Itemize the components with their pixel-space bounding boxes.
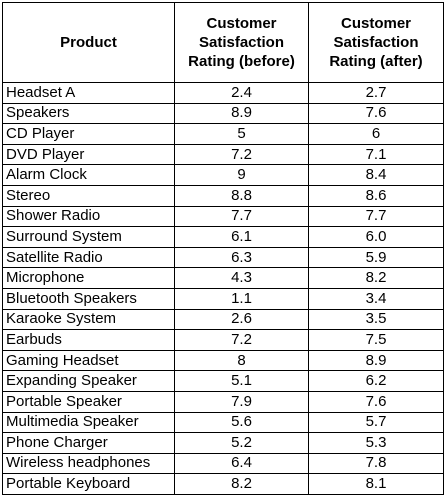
rating-before-cell: 6.1 xyxy=(174,226,309,248)
table-row: Multimedia Speaker 5.6 5.7 xyxy=(2,411,444,434)
rating-before-cell: 4.3 xyxy=(174,267,309,289)
rating-before-cell: 8 xyxy=(174,349,309,372)
header-rating-after: Customer Satisfaction Rating (after) xyxy=(308,2,444,83)
table-row: DVD Player 7.2 7.1 xyxy=(2,143,444,166)
rating-before-cell: 8.9 xyxy=(174,102,309,125)
rating-after-cell: 6.2 xyxy=(308,370,444,392)
product-cell: Alarm Clock xyxy=(2,164,175,186)
rating-before-cell: 8.8 xyxy=(174,184,309,207)
rating-before-cell: 1.1 xyxy=(174,287,309,310)
rating-before-cell: 7.2 xyxy=(174,329,309,351)
rating-before-cell: 6.4 xyxy=(174,452,309,475)
table-row: Speakers 8.9 7.6 xyxy=(2,102,444,125)
table-row: Alarm Clock 9 8.4 xyxy=(2,164,444,186)
product-cell: Speakers xyxy=(2,102,175,125)
rating-after-cell: 8.6 xyxy=(308,184,444,207)
rating-after-cell: 7.6 xyxy=(308,102,444,125)
rating-before-cell: 8.2 xyxy=(174,473,309,495)
product-cell: Multimedia Speaker xyxy=(2,411,175,434)
table-row: Surround System 6.1 6.0 xyxy=(2,226,444,248)
rating-before-cell: 5 xyxy=(174,123,309,145)
rating-after-cell: 7.6 xyxy=(308,390,444,413)
rating-after-cell: 6.0 xyxy=(308,226,444,248)
rating-before-cell: 5.6 xyxy=(174,411,309,434)
product-cell: Satellite Radio xyxy=(2,246,175,269)
table-row: Phone Charger 5.2 5.3 xyxy=(2,432,444,454)
rating-after-cell: 8.4 xyxy=(308,164,444,186)
table-row: Gaming Headset 8 8.9 xyxy=(2,349,444,372)
rating-after-cell: 5.7 xyxy=(308,411,444,434)
table-row: Stereo 8.8 8.6 xyxy=(2,184,444,207)
product-cell: Phone Charger xyxy=(2,432,175,454)
rating-before-cell: 7.9 xyxy=(174,390,309,413)
table-row: Microphone 4.3 8.2 xyxy=(2,267,444,289)
rating-before-cell: 6.3 xyxy=(174,246,309,269)
table-row: Earbuds 7.2 7.5 xyxy=(2,329,444,351)
product-cell: Expanding Speaker xyxy=(2,370,175,392)
product-cell: Shower Radio xyxy=(2,205,175,228)
product-cell: DVD Player xyxy=(2,143,175,166)
rating-before-cell: 2.4 xyxy=(174,82,309,104)
rating-after-cell: 7.1 xyxy=(308,143,444,166)
table-row: Bluetooth Speakers 1.1 3.4 xyxy=(2,287,444,310)
rating-after-cell: 5.9 xyxy=(308,246,444,269)
product-cell: Headset A xyxy=(2,82,175,104)
rating-before-cell: 7.2 xyxy=(174,143,309,166)
table-row: Portable Keyboard 8.2 8.1 xyxy=(2,473,444,495)
product-cell: Portable Keyboard xyxy=(2,473,175,495)
product-cell: Portable Speaker xyxy=(2,390,175,413)
product-cell: Karaoke System xyxy=(2,308,175,331)
rating-after-cell: 3.5 xyxy=(308,308,444,331)
table-row: Wireless headphones 6.4 7.8 xyxy=(2,452,444,475)
rating-before-cell: 7.7 xyxy=(174,205,309,228)
rating-after-cell: 5.3 xyxy=(308,432,444,454)
header-rating-before: Customer Satisfaction Rating (before) xyxy=(174,2,309,83)
table-row: CD Player 5 6 xyxy=(2,123,444,145)
table-row: Satellite Radio 6.3 5.9 xyxy=(2,246,444,269)
rating-after-cell: 7.5 xyxy=(308,329,444,351)
table-row: Expanding Speaker 5.1 6.2 xyxy=(2,370,444,392)
table-row: Portable Speaker 7.9 7.6 xyxy=(2,390,444,413)
rating-before-cell: 2.6 xyxy=(174,308,309,331)
product-cell: Stereo xyxy=(2,184,175,207)
rating-after-cell: 8.2 xyxy=(308,267,444,289)
product-cell: Wireless headphones xyxy=(2,452,175,475)
rating-before-cell: 9 xyxy=(174,164,309,186)
table-row: Shower Radio 7.7 7.7 xyxy=(2,205,444,228)
product-cell: Microphone xyxy=(2,267,175,289)
product-cell: Bluetooth Speakers xyxy=(2,287,175,310)
header-row: Product Customer Satisfaction Rating (be… xyxy=(2,2,444,83)
rating-after-cell: 7.8 xyxy=(308,452,444,475)
product-cell: CD Player xyxy=(2,123,175,145)
rating-after-cell: 8.1 xyxy=(308,473,444,495)
rating-after-cell: 7.7 xyxy=(308,205,444,228)
rating-after-cell: 6 xyxy=(308,123,444,145)
table-body: Headset A 2.4 2.7 Speakers 8.9 7.6 CD Player 5 6… xyxy=(2,82,444,495)
header-product: Product xyxy=(2,2,175,83)
rating-after-cell: 2.7 xyxy=(308,82,444,104)
product-cell: Gaming Headset xyxy=(2,349,175,372)
rating-after-cell: 8.9 xyxy=(308,349,444,372)
table-row: Karaoke System 2.6 3.5 xyxy=(2,308,444,331)
table-row: Headset A 2.4 2.7 xyxy=(2,82,444,104)
product-cell: Surround System xyxy=(2,226,175,248)
rating-before-cell: 5.2 xyxy=(174,432,309,454)
rating-before-cell: 5.1 xyxy=(174,370,309,392)
rating-after-cell: 3.4 xyxy=(308,287,444,310)
product-cell: Earbuds xyxy=(2,329,175,351)
